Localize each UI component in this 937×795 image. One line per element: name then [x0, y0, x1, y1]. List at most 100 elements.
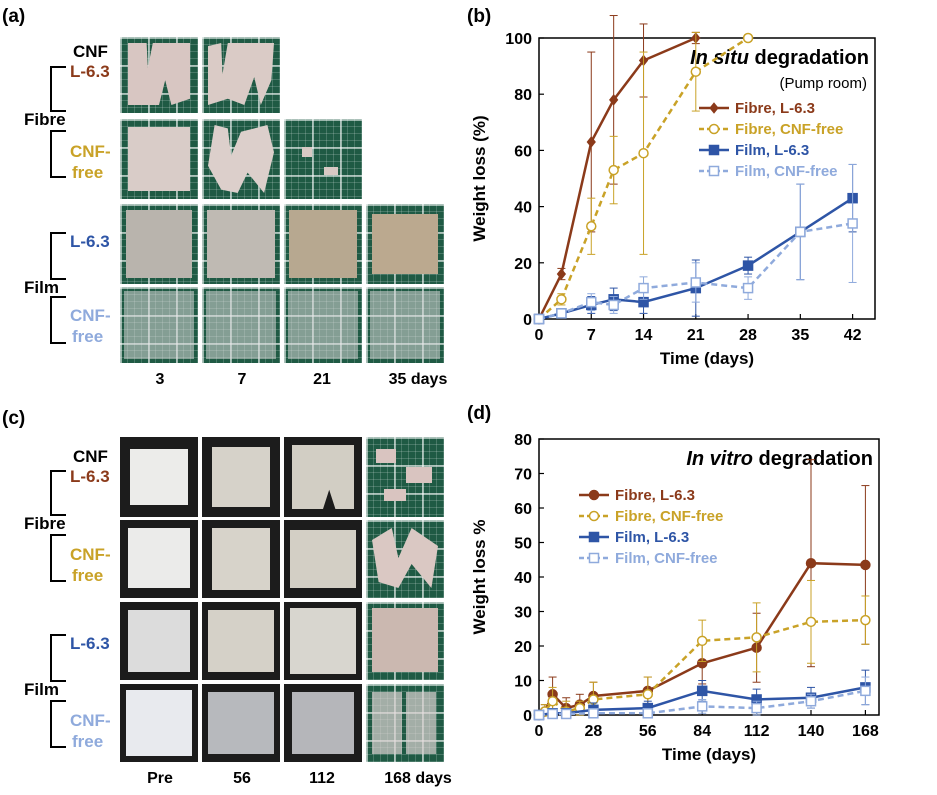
x-axis-label: Time (days)	[662, 745, 756, 764]
y-axis-label: Weight loss %	[470, 520, 489, 635]
day-label-a-1: 7	[237, 371, 247, 388]
y-tick-label-5: 100	[505, 31, 532, 48]
bracket-fibre-cnf-a	[50, 130, 66, 178]
y-tick-label-6: 60	[514, 501, 532, 518]
day-label-c-0: Pre	[147, 770, 173, 787]
data-point	[742, 32, 754, 44]
legend-label-2: Film, L-6.3	[615, 529, 689, 546]
x-tick-label-0: 0	[535, 723, 544, 740]
data-point	[609, 94, 619, 106]
photo-a-film-l63-21	[284, 204, 362, 284]
y-tick-label-3: 30	[514, 605, 532, 622]
photo-c-film-cnf-pre	[120, 684, 198, 762]
x-tick-label-0: 0	[535, 327, 544, 344]
label-cnf-dash-film-a: CNF-	[70, 306, 111, 325]
bracket-fibre-l63-a	[50, 66, 66, 112]
legend-label-2: Film, L-6.3	[735, 142, 809, 159]
data-point	[696, 701, 708, 712]
chart-subtitle: (Pump room)	[779, 75, 867, 92]
label-free-film-a: free	[72, 327, 104, 346]
label-free-fibre-a: free	[72, 163, 104, 182]
data-point	[642, 689, 654, 700]
legend-marker-2	[708, 144, 720, 156]
data-point	[556, 308, 567, 319]
x-axis-label: Time (days)	[660, 349, 754, 368]
panel-c-letter: (c)	[2, 408, 26, 429]
legend-label-0: Fibre, L-6.3	[735, 100, 815, 117]
x-tick-label-4: 28	[739, 327, 757, 344]
day-label-c-2: 112	[309, 770, 335, 787]
data-point	[586, 221, 597, 232]
x-tick-label-6: 42	[844, 327, 862, 344]
plot-frame	[538, 37, 876, 320]
legend-marker-1	[588, 510, 600, 522]
label-l63-fibre-a: L-6.3	[70, 62, 110, 81]
bracket-film-cnf-a	[50, 296, 66, 344]
data-point	[638, 282, 649, 294]
data-point	[690, 66, 702, 77]
data-point	[642, 708, 654, 719]
bracket-fibre-l63-c	[50, 470, 66, 516]
legend-marker-0	[588, 489, 600, 501]
legend-marker-3	[708, 165, 720, 177]
data-point	[847, 218, 858, 229]
chart-title: In situ degradation	[690, 47, 869, 69]
label-cnf-dash-fibre-c: CNF-	[70, 545, 111, 564]
data-point	[547, 695, 558, 707]
photo-c-film-l63-112	[284, 602, 362, 680]
series-line	[537, 36, 697, 320]
legend-label-0: Fibre, L-6.3	[615, 487, 695, 504]
legend-label-1: Fibre, CNF-free	[735, 121, 843, 138]
label-fibre-a: Fibre	[24, 110, 66, 129]
data-point	[560, 708, 572, 720]
label-cnf-c: CNF	[73, 447, 108, 466]
x-tick-label-5: 35	[791, 327, 809, 344]
photo-c-fibre-l63-pre	[120, 437, 198, 517]
photo-c-fibre-cnf-pre	[120, 520, 198, 598]
label-free-fibre-c: free	[72, 566, 104, 585]
y-tick-label-1: 20	[514, 256, 532, 273]
y-tick-label-8: 80	[514, 432, 532, 449]
photo-a-fibre-cnf-3	[120, 119, 198, 199]
y-tick-label-1: 10	[514, 674, 532, 691]
y-tick-label-7: 70	[514, 467, 532, 484]
series-3	[533, 163, 858, 325]
data-point	[690, 277, 702, 288]
panel-a-letter: (a)	[2, 6, 26, 27]
photo-c-fibre-cnf-56	[202, 520, 280, 598]
legend-label-3: Film, CNF-free	[615, 550, 718, 567]
bracket-fibre-cnf-c	[50, 534, 66, 582]
photo-c-film-cnf-168	[366, 684, 444, 762]
chart-d: (d) 0 28 56 84 112 140 168 0 10 20 30 40 50 60 70 80 Time…	[467, 403, 880, 764]
label-cnf-dash-fibre-a: CNF-	[70, 142, 111, 161]
data-point	[608, 164, 619, 176]
label-cnf-dash-film-c: CNF-	[70, 711, 111, 730]
photo-a-film-cnf-21	[284, 287, 362, 363]
legend-marker-0	[709, 102, 719, 114]
y-tick-label-4: 80	[514, 87, 532, 104]
chart-b: (b) 0 7 14 21 28 35 42 0 20 40 60 80 100 Time (days) We…	[467, 6, 876, 368]
photo-a-fibre-cnf-7	[202, 119, 280, 199]
x-tick-label-6: 168	[852, 723, 879, 740]
photo-a-film-l63-35	[366, 204, 444, 284]
x-tick-label-1: 28	[585, 723, 603, 740]
photo-c-fibre-cnf-168	[366, 520, 444, 598]
x-tick-label-2: 56	[639, 723, 657, 740]
data-point	[742, 260, 754, 271]
data-point	[795, 226, 806, 238]
photo-a-fibre-l63-3	[120, 37, 198, 113]
data-point	[751, 632, 762, 643]
data-point	[547, 708, 558, 720]
series-line	[538, 689, 866, 717]
label-film-a: Film	[24, 278, 59, 297]
data-point	[608, 299, 619, 311]
label-cnf-a: CNF	[73, 42, 108, 61]
y-tick-label-0: 0	[523, 312, 532, 329]
bracket-film-cnf-c	[50, 700, 66, 748]
legend-marker-1	[708, 123, 720, 135]
label-free-film-c: free	[72, 732, 104, 751]
legend-label-1: Fibre, CNF-free	[615, 508, 723, 525]
y-tick-label-0: 0	[523, 708, 532, 725]
day-label-a-2: 21	[313, 371, 331, 388]
data-point	[696, 685, 708, 697]
